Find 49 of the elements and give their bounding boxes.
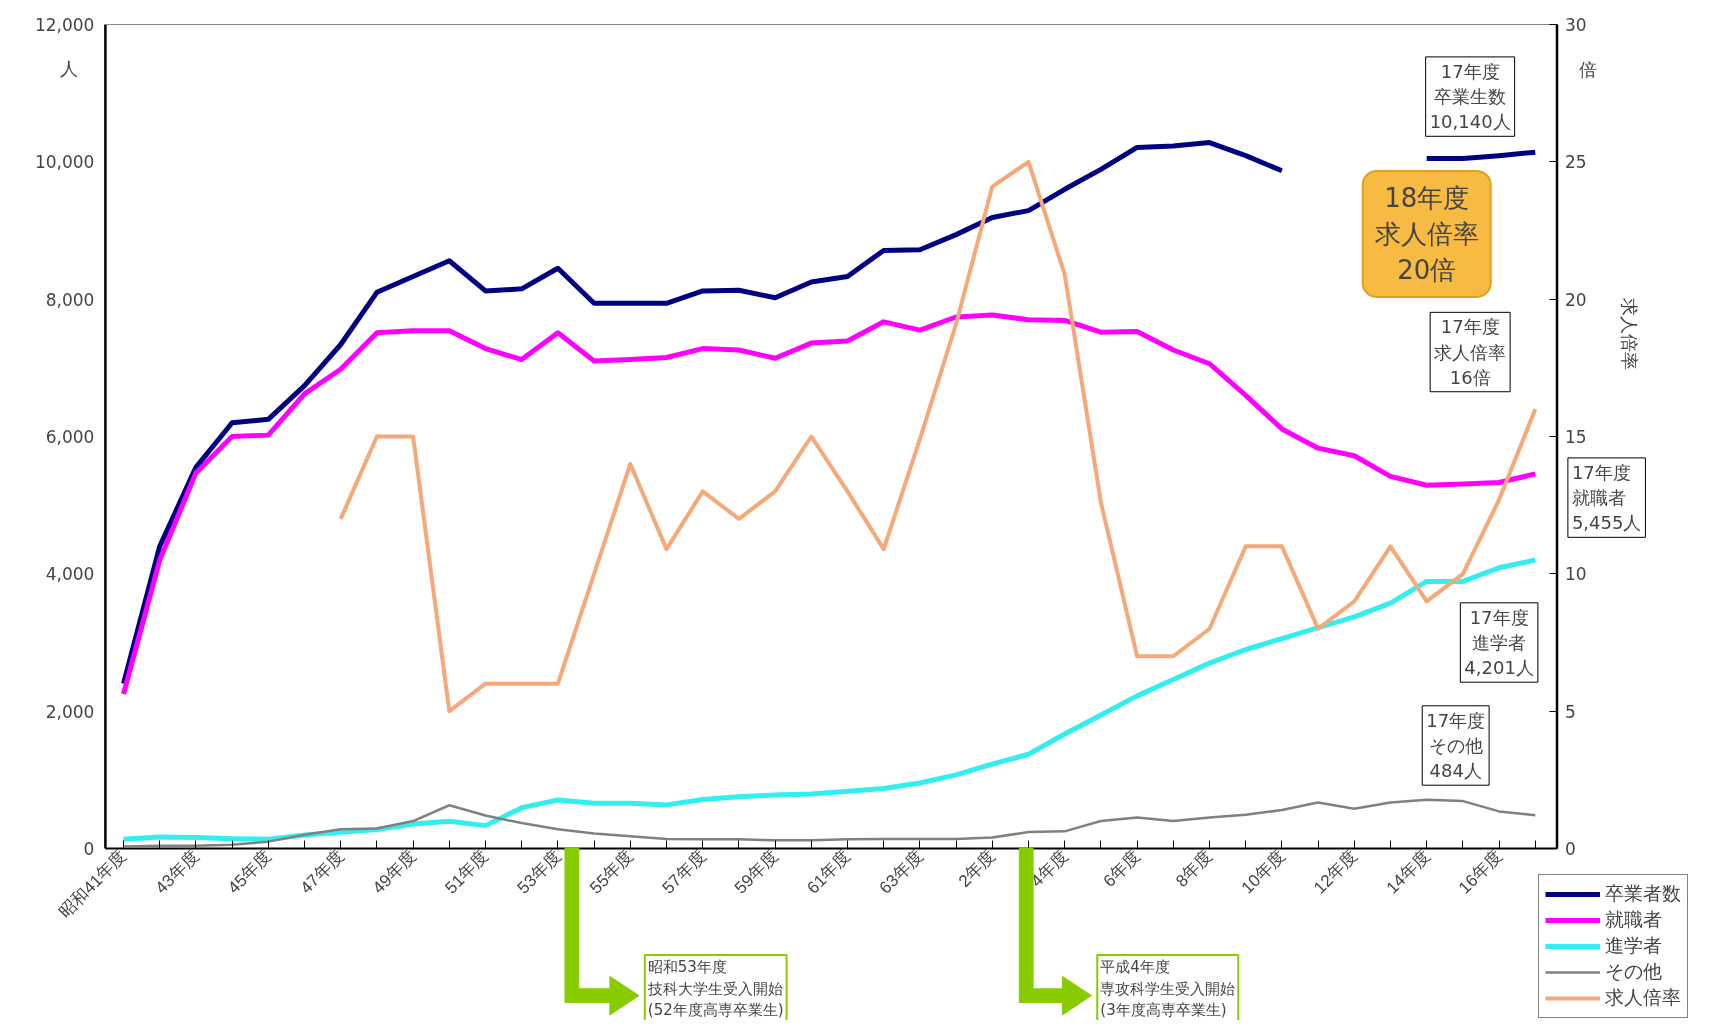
x-tick-label: 57年度	[658, 846, 710, 898]
y2-tick-label: 30	[1565, 15, 1587, 35]
x-tick-label: 63年度	[875, 846, 927, 898]
legend-label: その他	[1605, 960, 1662, 984]
y2-axis-title: 求人倍率	[1619, 297, 1640, 370]
y2-tick-label: 5	[1565, 701, 1576, 722]
y2-tick-label: 10	[1565, 564, 1587, 585]
x-tick-label: 53年度	[513, 846, 565, 898]
text: 17年度就職者5,455人	[1571, 461, 1642, 534]
x-tick-label: 47年度	[296, 846, 348, 898]
y2-tick-label: 20	[1565, 289, 1587, 310]
y-tick-label: 2,000	[45, 701, 95, 722]
text: 倍	[1578, 58, 1597, 80]
x-tick-label: 51年度	[441, 846, 493, 898]
annotation: 17年度卒業生数10,140人	[1429, 60, 1511, 133]
y-tick-label: 8,000	[45, 289, 95, 310]
x-tick-label: 16年度	[1454, 846, 1506, 898]
legend-label: 求人倍率	[1605, 986, 1681, 1010]
legend-label: 進学者	[1605, 934, 1662, 958]
x-tick-label: 43年度	[151, 846, 203, 898]
y2-tick-label: 0	[1565, 839, 1576, 859]
legend-label: 卒業者数	[1605, 882, 1681, 906]
y-tick-label: 6,000	[45, 427, 95, 447]
x-tick-label: 59年度	[730, 846, 782, 898]
y-tick-label: 4,000	[45, 564, 95, 585]
x-tick-label: 61年度	[803, 846, 855, 898]
legend-label: 就職者	[1605, 908, 1662, 932]
annotation: 17年度進学者4,201人	[1464, 606, 1534, 679]
x-tick-label: 6年度	[1099, 846, 1144, 891]
annotation: 17年度求人倍率16倍	[1434, 316, 1507, 388]
text: 昭和53年度技科大学生受入開始(52年度高専卒業生)	[646, 957, 784, 1020]
text: 平成4年度専攻科学生受入開始(3年度高専卒業生)	[1100, 957, 1236, 1020]
annotation: 18年度求人倍率20倍	[1374, 182, 1479, 285]
y-tick-label: 10,000	[34, 152, 95, 173]
y-tick-label: 12,000	[34, 15, 95, 35]
x-tick-label: 8年度	[1172, 846, 1217, 891]
y-axis-title: 人	[60, 59, 79, 80]
y2-tick-label: 15	[1565, 427, 1587, 447]
x-tick-label: 12年度	[1310, 846, 1362, 898]
x-tick-label: 4年度	[1027, 846, 1072, 891]
x-tick-label: 55年度	[586, 846, 638, 898]
x-tick-label: 14年度	[1382, 846, 1434, 898]
x-tick-label: 10年度	[1237, 846, 1289, 898]
x-tick-label: 45年度	[224, 846, 276, 898]
y2-tick-label: 25	[1565, 152, 1587, 173]
y-tick-label: 0	[83, 839, 95, 859]
x-tick-label: 49年度	[368, 846, 420, 898]
x-tick-label: 2年度	[954, 846, 1000, 891]
annotation: 17年度その他484人	[1426, 709, 1486, 782]
